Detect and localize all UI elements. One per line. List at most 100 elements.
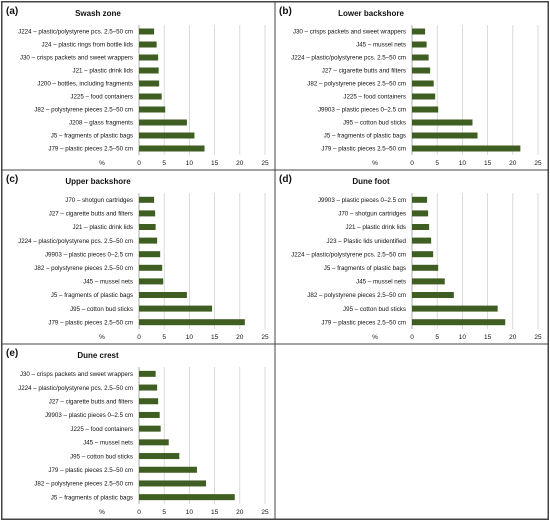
x-tick-label: 0	[137, 160, 141, 167]
category-label: J45 – mussel nets	[83, 440, 133, 447]
panel-label: (b)	[279, 6, 292, 17]
category-label: J21 – plastic drink lids	[72, 224, 133, 231]
category-label: J45 – mussel nets	[83, 279, 133, 286]
x-tick-label: 20	[509, 334, 517, 341]
category-label: J95 – cotton bud sticks	[70, 306, 133, 313]
bar	[139, 494, 235, 501]
bar	[139, 278, 164, 285]
category-label: J208 – glass fragments	[69, 120, 133, 127]
bar	[139, 106, 166, 113]
bar	[412, 278, 445, 285]
x-tick-label: 25	[534, 160, 542, 167]
x-tick-label: 20	[236, 509, 244, 516]
panel-title: Swash zone	[75, 9, 121, 18]
category-label: J225 – food containers	[70, 94, 133, 101]
bar	[139, 370, 156, 377]
bar	[139, 466, 197, 473]
bar	[139, 54, 159, 61]
bar	[139, 119, 187, 126]
bar	[412, 67, 431, 74]
x-tick-label: 5	[162, 334, 166, 341]
panel-title: Upper backshore	[65, 177, 131, 186]
category-label: J30 – crisps packets and sweet wrappers	[293, 29, 406, 36]
category-label: J79 – plastic pieces 2.5–50 cm	[48, 467, 133, 474]
category-label: J5 – fragments of plastic bags	[51, 133, 133, 140]
bar	[412, 119, 473, 126]
category-label: J224 – plastic/polystyrene pcs. 2.5–50 c…	[291, 251, 406, 258]
x-tick-label: 5	[435, 160, 439, 167]
category-label: J5 – fragments of plastic bags	[51, 494, 133, 501]
category-label: J23 – Plastic lids unidentified	[327, 238, 407, 245]
bar	[139, 439, 169, 446]
category-label: J30 – crisps packets and sweet wrappers	[20, 371, 133, 378]
x-tick-label: 10	[186, 160, 194, 167]
x-tick-label: 15	[211, 509, 219, 516]
bar	[139, 67, 159, 74]
bar	[412, 237, 432, 244]
x-axis-label: %	[99, 509, 105, 516]
x-tick-label: 0	[410, 160, 414, 167]
category-label: J79 – plastic pieces 2.5–50 cm	[321, 146, 406, 153]
category-label: J70 – shotgun cartridges	[338, 211, 406, 218]
bar	[139, 453, 180, 460]
panel-border	[1, 343, 276, 520]
bar	[139, 93, 162, 100]
category-label: J95 – cotton bud sticks	[343, 306, 406, 313]
category-label: J79 – plastic pieces 2.5–50 cm	[321, 319, 406, 326]
bar	[139, 384, 158, 391]
bar	[139, 210, 156, 217]
bar	[412, 93, 436, 100]
panel-label: (a)	[6, 6, 18, 17]
category-label: J27 – cigarette butts and filters	[49, 398, 133, 405]
x-tick-label: 5	[162, 509, 166, 516]
panel-label: (e)	[6, 348, 18, 359]
x-tick-label: 20	[236, 334, 244, 341]
x-tick-label: 20	[236, 160, 244, 167]
x-tick-label: 5	[435, 334, 439, 341]
x-tick-label: 10	[186, 509, 194, 516]
category-label: J5 – fragments of plastic bags	[324, 265, 406, 272]
x-axis-label: %	[99, 160, 105, 167]
category-label: J5 – fragments of plastic bags	[51, 292, 133, 299]
category-label: J82 – polystyrene pieces 2.5–50 cm	[34, 107, 133, 114]
x-tick-label: 25	[261, 334, 269, 341]
category-label: J200 – bottles, including fragments	[37, 81, 133, 88]
x-tick-label: 15	[211, 334, 219, 341]
x-tick-label: 0	[410, 334, 414, 341]
panel-border	[274, 169, 549, 345]
bar	[412, 305, 498, 312]
category-label: J21 – plastic drink lids	[72, 68, 133, 75]
category-label: J27 – cigarette butts and filters	[322, 68, 406, 75]
category-label: J21 – plastic drink lids	[345, 224, 406, 231]
category-label: J24 – plastic rings from bottle lids	[42, 42, 133, 49]
x-tick-label: 25	[261, 509, 269, 516]
category-label: J225 – food containers	[343, 94, 406, 101]
x-tick-label: 20	[509, 160, 517, 167]
x-tick-label: 25	[261, 160, 269, 167]
bar	[139, 425, 161, 432]
category-label: J45 – mussel nets	[356, 279, 406, 286]
category-label: J9903 – plastic pieces 0–2.5 cm	[318, 107, 406, 114]
panel-title: Lower backshore	[338, 9, 404, 18]
category-label: J9903 – plastic pieces 0–2.5 cm	[318, 197, 406, 204]
x-tick-label: 15	[484, 334, 492, 341]
bar	[412, 251, 434, 258]
category-label: J9903 – plastic pieces 0–2.5 cm	[45, 412, 133, 419]
category-label: J82 – polystyrene pieces 2.5–50 cm	[307, 292, 406, 299]
panel-d: (d) Dune foot 0 5 10 15 20 25% J9903 – plastic p…	[274, 169, 549, 345]
empty-panel	[274, 343, 549, 520]
category-label: J224 – plastic/polystyrene pcs. 2.5–50 c…	[18, 238, 133, 245]
bar	[139, 480, 207, 487]
bar	[139, 28, 155, 35]
x-tick-label: 25	[534, 334, 542, 341]
category-label: J224 – plastic/polystyrene pcs. 2.5–50 c…	[291, 55, 406, 62]
category-label: J224 – plastic/polystyrene pcs. 2.5–50 c…	[18, 385, 133, 392]
bar	[412, 28, 426, 35]
bar	[412, 132, 478, 139]
bar	[412, 210, 429, 217]
bar	[412, 41, 427, 48]
panel-a: (a) Swash zone 0 5 10 15 20 25% J224 – plastic/p…	[1, 1, 276, 171]
bar	[139, 292, 187, 298]
bar	[139, 80, 160, 87]
